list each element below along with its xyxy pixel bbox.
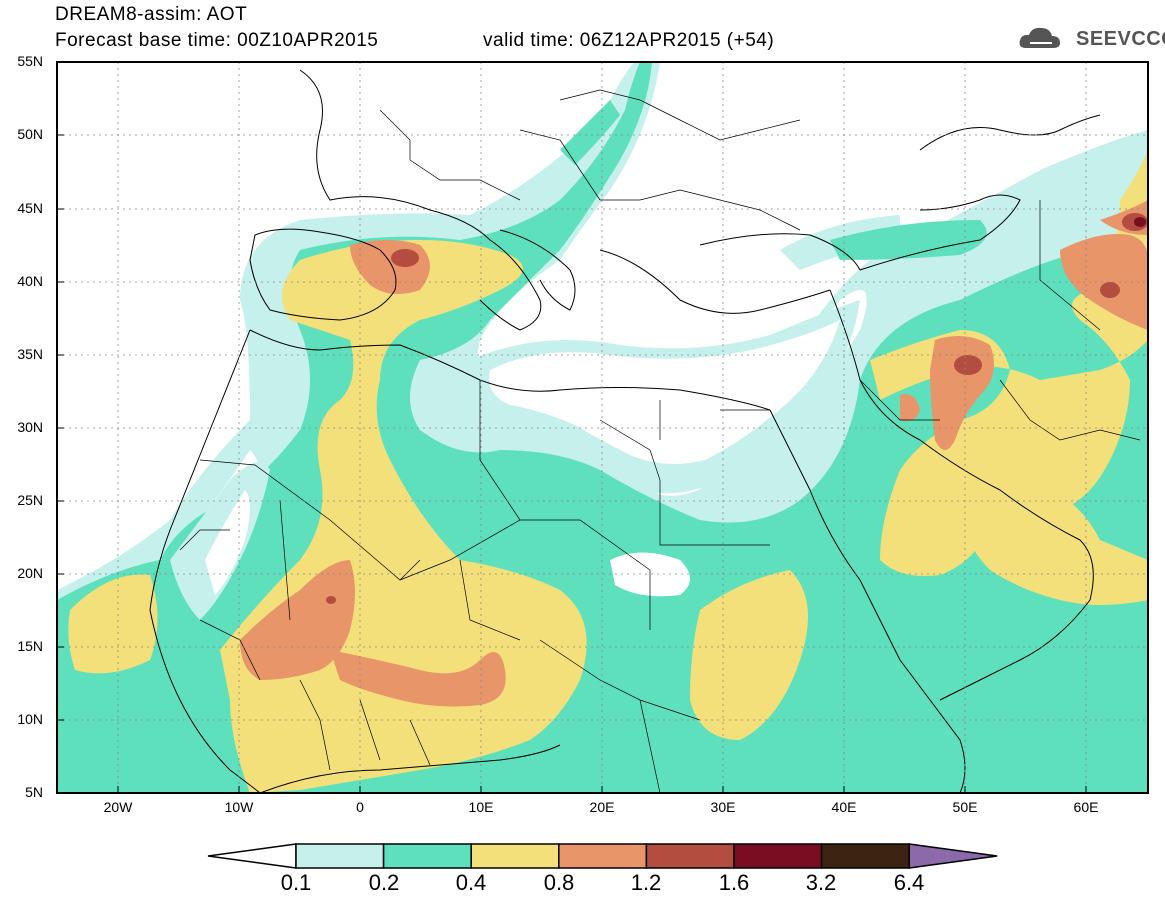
map-title: DREAM8-assim: AOT bbox=[55, 4, 248, 25]
colorbar-label: 0.2 bbox=[368, 870, 400, 895]
lon-label: 0 bbox=[356, 799, 364, 815]
lon-label: 50E bbox=[952, 799, 978, 815]
lat-label: 10N bbox=[17, 711, 43, 727]
colorbar-label: 1.2 bbox=[630, 870, 662, 895]
aot-fields bbox=[57, 62, 1148, 793]
forecast-base-time: Forecast base time: 00Z10APR2015 bbox=[55, 30, 379, 51]
colorbar-label: 0.4 bbox=[455, 870, 487, 895]
colorbar-swatch bbox=[295, 843, 385, 869]
country-borders bbox=[179, 89, 1141, 793]
logo-text: SEEVCCC bbox=[1076, 28, 1165, 50]
colorbar-swatch bbox=[470, 843, 560, 869]
coastlines bbox=[149, 69, 1101, 793]
valid-time: valid time: 06Z12APR2015 (+54) bbox=[483, 30, 775, 51]
lon-label: 30E bbox=[710, 799, 736, 815]
cloud-logo-icon bbox=[1019, 27, 1060, 48]
colorbar-swatch bbox=[820, 843, 910, 869]
lat-label: 30N bbox=[17, 419, 43, 435]
lon-label: 10E bbox=[468, 799, 494, 815]
lon-label: 60E bbox=[1073, 799, 1099, 815]
lon-label: 40E bbox=[831, 799, 857, 815]
colorbar-swatch bbox=[733, 843, 823, 869]
colorbar-label: 0.1 bbox=[280, 870, 312, 895]
lat-label: 45N bbox=[17, 200, 43, 216]
lon-label: 20E bbox=[589, 799, 615, 815]
axis-ticks bbox=[57, 134, 1087, 793]
lat-label: 35N bbox=[17, 346, 43, 362]
lon-label: 20W bbox=[103, 799, 133, 815]
lat-label: 25N bbox=[17, 492, 43, 508]
colorbar-swatch bbox=[558, 843, 648, 869]
colorbar-label: 0.8 bbox=[543, 870, 575, 895]
lat-label: 50N bbox=[17, 126, 43, 142]
lat-label: 55N bbox=[17, 53, 43, 69]
lon-label: 10W bbox=[224, 799, 254, 815]
colorbar-swatch bbox=[382, 843, 472, 869]
colorbar-arrow-low bbox=[207, 843, 297, 869]
aot-contour-1-6 bbox=[1134, 217, 1146, 227]
lat-label: 20N bbox=[17, 565, 43, 581]
colorbar-label: 6.4 bbox=[893, 870, 925, 895]
colorbar-label: 1.6 bbox=[718, 870, 750, 895]
lat-label: 5N bbox=[25, 784, 43, 800]
colorbar-label: 3.2 bbox=[805, 870, 837, 895]
colorbar bbox=[207, 843, 998, 869]
colorbar-swatch bbox=[645, 843, 735, 869]
colorbar-arrow-high bbox=[908, 843, 998, 869]
graticule bbox=[57, 62, 1148, 793]
lat-label: 40N bbox=[17, 273, 43, 289]
lat-label: 15N bbox=[17, 638, 43, 654]
